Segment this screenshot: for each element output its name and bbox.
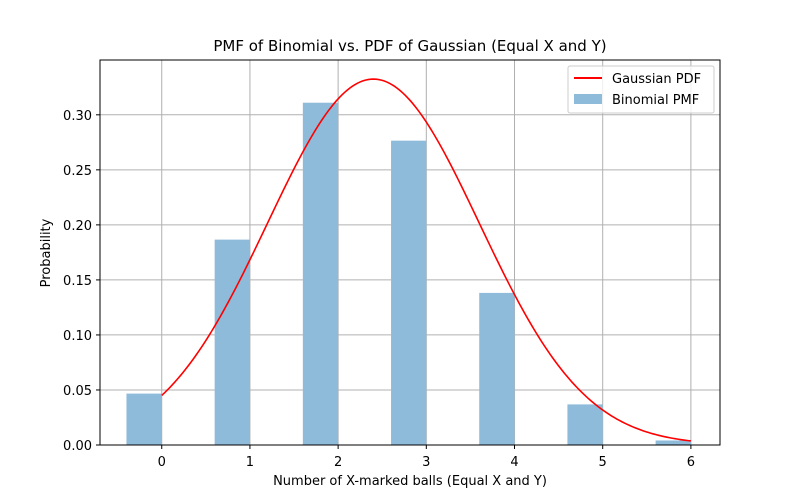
legend: Gaussian PDF Binomial PMF <box>567 65 715 114</box>
legend-label-binomial: Binomial PMF <box>612 93 699 108</box>
legend-swatch-binomial <box>574 94 602 104</box>
x-tick-label-4: 4 <box>510 455 518 470</box>
plot-frame <box>99 59 721 446</box>
y-axis-ticks: 0.00 0.05 0.10 0.15 0.20 0.25 0.30 <box>63 109 100 454</box>
bar-0 <box>126 393 162 445</box>
legend-label-gaussian: Gaussian PDF <box>612 72 701 87</box>
y-tick-label-0: 0.00 <box>63 439 92 454</box>
x-tick-label-5: 5 <box>599 455 607 470</box>
y-tick-label-5: 0.25 <box>63 164 92 179</box>
x-tick-label-0: 0 <box>158 455 166 470</box>
y-tick-label-3: 0.15 <box>63 274 92 289</box>
x-tick-label-3: 3 <box>422 455 430 470</box>
gaussian-pdf-line <box>161 78 691 442</box>
chart-title: PMF of Binomial vs. PDF of Gaussian (Equ… <box>213 37 606 55</box>
x-tick-label-2: 2 <box>334 455 342 470</box>
legend-box <box>567 65 715 114</box>
bar-6 <box>655 440 691 445</box>
x-tick-label-6: 6 <box>687 455 695 470</box>
bar-4 <box>479 292 515 445</box>
line-series <box>161 78 691 442</box>
y-tick-label-2: 0.10 <box>63 329 92 344</box>
x-tick-label-1: 1 <box>246 455 254 470</box>
y-tick-label-6: 0.30 <box>63 109 92 124</box>
y-tick-label-1: 0.05 <box>63 384 92 399</box>
x-axis-ticks: 0 1 2 3 4 5 6 <box>158 445 695 470</box>
bar-1 <box>214 239 250 445</box>
bar-3 <box>391 140 427 446</box>
x-axis-label: Number of X-marked balls (Equal X and Y) <box>273 474 547 489</box>
bar-series <box>126 102 691 446</box>
bar-5 <box>567 404 603 445</box>
y-axis-label: Probability <box>39 218 54 287</box>
y-tick-label-4: 0.20 <box>63 219 92 234</box>
bar-2 <box>302 102 339 445</box>
